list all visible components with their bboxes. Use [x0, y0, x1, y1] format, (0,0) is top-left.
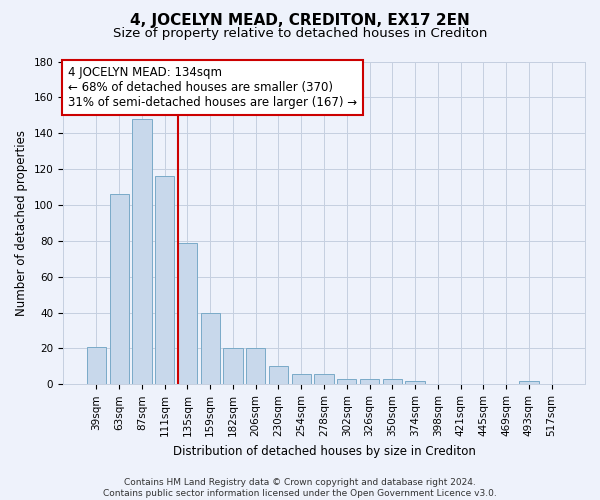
Bar [87, 346, 106, 385]
Bar [337, 379, 356, 384]
X-axis label: Distribution of detached houses by size in Crediton: Distribution of detached houses by size … [173, 444, 475, 458]
Bar [132, 119, 152, 384]
Bar [178, 242, 197, 384]
Bar [200, 312, 220, 384]
Bar [155, 176, 175, 384]
Bar [360, 379, 379, 384]
Bar [246, 348, 265, 384]
Bar [269, 366, 288, 384]
Bar [292, 374, 311, 384]
Text: 4 JOCELYN MEAD: 134sqm
← 68% of detached houses are smaller (370)
31% of semi-de: 4 JOCELYN MEAD: 134sqm ← 68% of detached… [68, 66, 358, 110]
Text: Contains HM Land Registry data © Crown copyright and database right 2024.
Contai: Contains HM Land Registry data © Crown c… [103, 478, 497, 498]
Bar [383, 379, 402, 384]
Bar [314, 374, 334, 384]
Text: 4, JOCELYN MEAD, CREDITON, EX17 2EN: 4, JOCELYN MEAD, CREDITON, EX17 2EN [130, 12, 470, 28]
Bar [223, 348, 242, 384]
Bar [110, 194, 129, 384]
Y-axis label: Number of detached properties: Number of detached properties [15, 130, 28, 316]
Bar [406, 380, 425, 384]
Bar [519, 380, 539, 384]
Text: Size of property relative to detached houses in Crediton: Size of property relative to detached ho… [113, 28, 487, 40]
